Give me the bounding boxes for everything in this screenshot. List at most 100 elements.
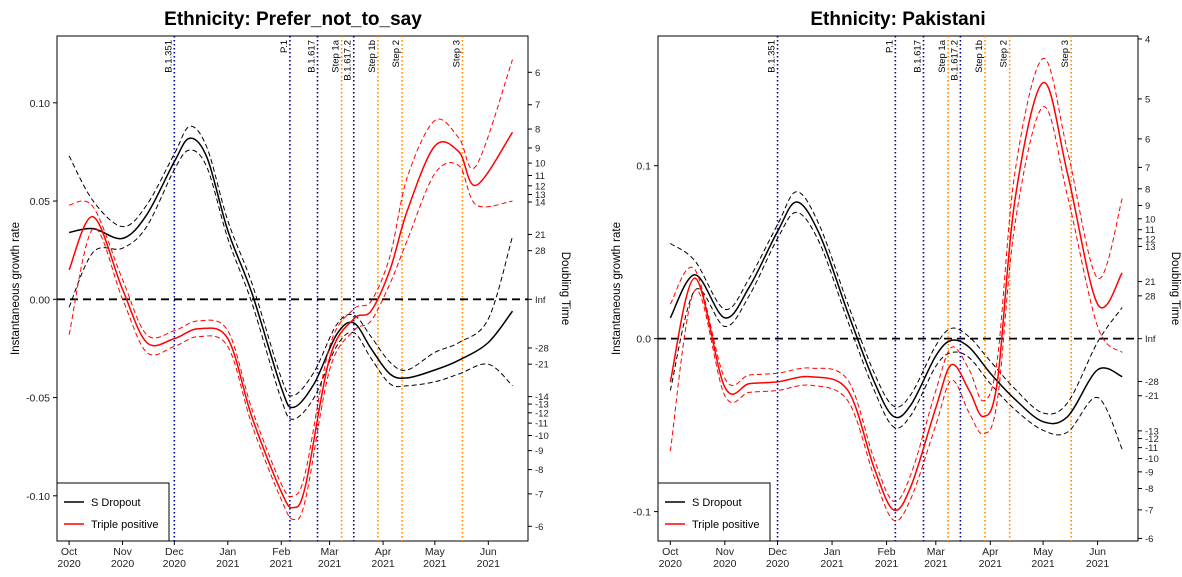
- y2-tick-label: 11: [535, 171, 545, 182]
- chart-title: Ethnicity: Pakistani: [810, 9, 985, 30]
- y2-tick-label: 7: [535, 100, 540, 111]
- plot-frame: [657, 35, 1139, 542]
- series-s-dropout-lower: [68, 149, 513, 420]
- x-tick-label: Apr: [982, 546, 999, 558]
- legend-label: Triple positive: [692, 519, 759, 531]
- x-tick-label: 2021: [1086, 558, 1110, 570]
- series-s-dropout-line: [68, 137, 514, 409]
- event-label: P.1: [279, 40, 290, 53]
- y-tick-label: 0.10: [30, 98, 51, 110]
- y2-tick-label: 10: [535, 159, 546, 170]
- x-tick-label: May: [1033, 546, 1054, 558]
- y2-tick-label: -12: [1145, 434, 1159, 445]
- y2-tick-label: -12: [535, 408, 549, 419]
- chart-title: Ethnicity: Prefer_not_to_say: [164, 9, 422, 30]
- series-triple-positive-lower: [669, 106, 1123, 522]
- y2-tick-label: 21: [1145, 277, 1156, 288]
- legend-label: S Dropout: [692, 497, 742, 509]
- y2-tick-label: -8: [535, 465, 543, 476]
- event-label: B.1.351: [163, 40, 174, 73]
- y2-tick-label: 13: [1145, 242, 1156, 253]
- x-tick-label: 2021: [820, 558, 844, 570]
- x-tick-label: Nov: [715, 546, 734, 558]
- y2-tick-label: 8: [1145, 184, 1150, 195]
- event-label: B.1.617: [307, 40, 318, 73]
- x-tick-label: Mar: [927, 546, 946, 558]
- event-label: Step 1b: [974, 40, 985, 73]
- y2-tick-label: 9: [1145, 201, 1150, 212]
- x-tick-label: 2020: [111, 558, 135, 570]
- x-tick-label: Jan: [219, 546, 236, 558]
- y-tick-label: -0.05: [26, 393, 50, 405]
- x-tick-label: 2021: [924, 558, 948, 570]
- event-label: B.1.617.2: [343, 40, 354, 81]
- x-tick-label: Jun: [480, 546, 497, 558]
- y2-axis-label: Doubling Time: [1169, 252, 1181, 326]
- y2-tick-label: -9: [535, 446, 543, 457]
- y2-tick-label: -11: [535, 419, 548, 430]
- y-tick-label: -0.1: [633, 507, 651, 519]
- plot-area: [57, 36, 528, 541]
- y2-tick-label: -14: [535, 392, 549, 403]
- y2-tick-label: 14: [535, 198, 546, 209]
- event-label: Step 2: [391, 40, 402, 67]
- y2-tick-label: -7: [535, 489, 543, 500]
- y2-tick-label: -11: [1145, 443, 1158, 454]
- x-tick-label: 2021: [216, 558, 240, 570]
- y-axis-label: Instantaneous growth rate: [611, 222, 623, 355]
- series-triple-positive-upper: [669, 58, 1123, 502]
- event-label: Step 1b: [367, 40, 378, 73]
- legend-box: [657, 482, 771, 542]
- x-tick-label: Dec: [165, 546, 184, 558]
- y2-tick-label: -21: [1145, 391, 1159, 402]
- y2-tick-label: 7: [1145, 163, 1150, 174]
- y2-axis-label: Doubling Time: [559, 252, 571, 326]
- x-tick-label: Feb: [878, 546, 896, 558]
- y-axis-label: Instantaneous growth rate: [10, 222, 22, 355]
- series-s-dropout-line: [669, 201, 1123, 425]
- x-tick-label: May: [425, 546, 446, 558]
- series-triple-positive-upper: [69, 59, 513, 498]
- event-label: B.1.351: [767, 40, 778, 73]
- x-tick-label: 2020: [713, 558, 737, 570]
- x-tick-label: 2020: [163, 558, 187, 570]
- event-label: B.1.617: [912, 40, 923, 73]
- y2-tick-label: -13: [535, 400, 549, 411]
- y2-tick-label: Inf: [535, 295, 546, 306]
- y2-tick-label: 13: [535, 190, 546, 201]
- event-label: Step 2: [999, 40, 1010, 67]
- y2-tick-label: 4: [1145, 34, 1150, 45]
- y2-tick-label: -9: [1145, 467, 1153, 478]
- series-triple-positive-lower: [68, 162, 513, 521]
- x-tick-label: 2020: [57, 558, 81, 570]
- x-tick-label: 2021: [979, 558, 1003, 570]
- plot-area: [658, 36, 1138, 541]
- x-tick-label: Apr: [375, 546, 392, 558]
- x-tick-label: 2021: [270, 558, 294, 570]
- y2-tick-label: 11: [1145, 225, 1155, 236]
- chart-panel-1: Ethnicity: Prefer_not_to_say -0.10 -0.05 0.…: [10, 9, 571, 570]
- x-tick-label: 2020: [659, 558, 683, 570]
- legend: S Dropout Triple positive: [56, 482, 170, 542]
- x-tick-label: Feb: [272, 546, 290, 558]
- y2-tick-label: -28: [1145, 377, 1159, 388]
- y2-tick-label: 9: [535, 143, 540, 154]
- y-tick-label: 0.00: [30, 294, 51, 306]
- event-label: Step 1a: [937, 39, 948, 72]
- legend: S Dropout Triple positive: [657, 482, 771, 542]
- y2-tick-label: -28: [535, 343, 549, 354]
- x-tick-label: Jan: [824, 546, 841, 558]
- x-tick-label: 2021: [423, 558, 447, 570]
- event-label: Step 3: [1060, 40, 1071, 67]
- y2-tick-label: 5: [1145, 94, 1150, 105]
- y2-tick-label: Inf: [1145, 334, 1156, 345]
- y2-tick-label: 28: [535, 246, 546, 257]
- y2-tick-label: -6: [1145, 534, 1153, 545]
- plot-frame: [56, 35, 529, 542]
- y2-tick-label: -10: [1145, 454, 1159, 465]
- y2-tick-label: -6: [535, 522, 543, 533]
- x-tick-label: Jun: [1089, 546, 1106, 558]
- x-tick-label: Nov: [113, 546, 132, 558]
